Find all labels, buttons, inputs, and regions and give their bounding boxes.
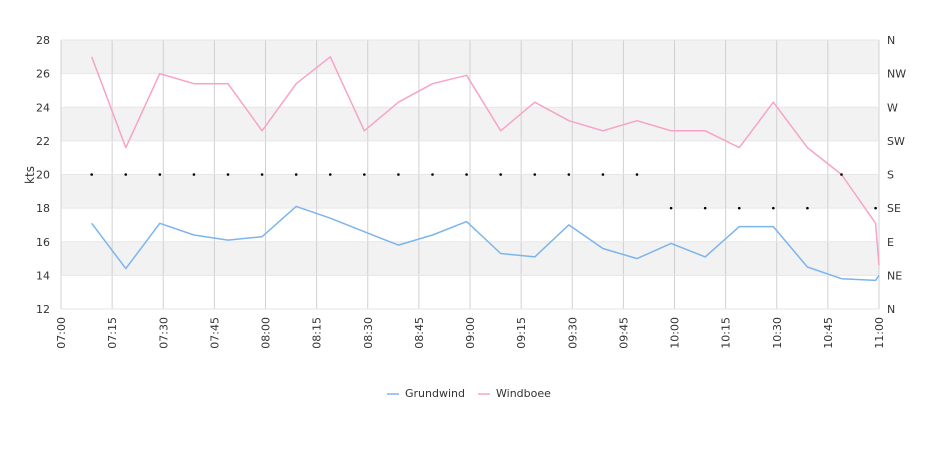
series-line-windboee[interactable] [90, 56, 880, 266]
y2-tick-label: N [887, 303, 895, 316]
y-tick-label: 16 [36, 236, 50, 249]
x-tick-label: 08:00 [260, 317, 273, 349]
direction-marker [601, 173, 605, 176]
y2-tick-label: NE [887, 269, 902, 282]
direction-marker [294, 173, 298, 176]
x-axis: 07:00 07:15 07:30 07:45 08:00 08:15 08:30 08:45… [55, 317, 886, 349]
x-tick-label: 07:00 [55, 317, 68, 349]
y2-tick-label: E [887, 236, 894, 249]
y-tick-label: 24 [36, 101, 50, 114]
legend-item[interactable]: Windboee [478, 387, 551, 400]
series-line-grundwind[interactable] [91, 205, 880, 282]
x-tick-label: 07:45 [208, 317, 221, 349]
direction-marker [260, 173, 264, 176]
direction-marker [840, 173, 843, 176]
x-tick-label: 10:00 [669, 317, 682, 349]
direction-marker [328, 173, 332, 176]
x-tick-label: 09:15 [515, 317, 528, 349]
x-tick-label: 09:45 [617, 317, 630, 349]
direction-marker [874, 206, 877, 210]
direction-markers [90, 173, 877, 210]
y-axis-right: N NE E SE S SW W NW N [887, 34, 906, 316]
direction-marker [90, 173, 93, 176]
y-axis-left: 12 14 16 18 20 22 24 26 28 [36, 34, 50, 316]
direction-marker [737, 206, 741, 210]
direction-marker [226, 173, 230, 176]
y-tick-label: 18 [36, 202, 50, 215]
direction-marker [703, 206, 707, 210]
x-tick-label: 10:15 [720, 317, 733, 349]
y2-tick-label: NW [887, 68, 906, 81]
direction-marker [533, 173, 537, 176]
direction-marker [567, 173, 571, 176]
legend-label: Grundwind [405, 387, 465, 400]
direction-marker [499, 173, 502, 176]
y2-tick-label: S [887, 169, 894, 182]
legend-item[interactable]: Grundwind [387, 387, 465, 400]
series-lines [90, 56, 880, 282]
y2-tick-label: W [887, 101, 898, 114]
direction-marker [772, 206, 775, 210]
x-tick-label: 10:30 [771, 317, 784, 349]
direction-marker [635, 173, 639, 176]
y-tick-label: 28 [36, 34, 50, 47]
direction-marker [158, 173, 162, 176]
direction-marker [806, 206, 809, 210]
y-tick-label: 20 [36, 169, 50, 182]
y-tick-label: 14 [36, 269, 50, 282]
direction-marker [397, 173, 400, 176]
x-tick-label: 08:30 [362, 317, 375, 349]
horizontal-gridlines [61, 39, 879, 310]
x-tick-label: 08:45 [413, 317, 426, 349]
direction-marker [192, 173, 196, 176]
x-tick-label: 09:00 [464, 317, 477, 349]
x-tick-label: 09:30 [566, 317, 579, 349]
y2-tick-label: SW [887, 135, 905, 148]
y-axis-title: kts [23, 166, 37, 184]
x-tick-label: 07:15 [106, 317, 119, 349]
y-tick-label: 22 [36, 135, 50, 148]
legend-label: Windboee [496, 387, 551, 400]
x-tick-label: 08:15 [311, 317, 324, 349]
legend[interactable]: Grundwind Windboee [387, 387, 551, 400]
y-tick-label: 26 [36, 68, 50, 81]
x-tick-label: 11:00 [873, 317, 886, 349]
direction-marker [431, 173, 434, 176]
y2-tick-label: N [887, 34, 895, 47]
direction-marker [465, 173, 468, 176]
y-tick-label: 12 [36, 303, 50, 316]
direction-marker [124, 173, 128, 176]
direction-marker [669, 206, 673, 210]
x-tick-label: 10:45 [822, 317, 835, 349]
x-tick-label: 07:30 [157, 317, 170, 349]
direction-marker [363, 173, 366, 176]
y2-tick-label: SE [887, 202, 901, 215]
